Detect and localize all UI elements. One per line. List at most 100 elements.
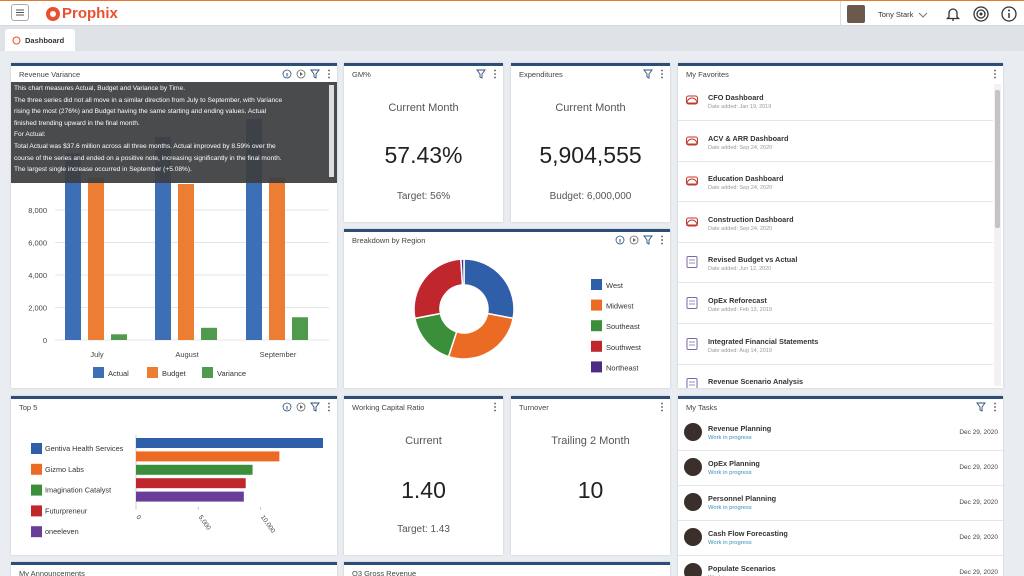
panel-icons [994,69,996,79]
panel-title: Q3 Gross Revenue [352,569,417,576]
menu-dot[interactable] [661,76,663,79]
legend-label: Southwest [606,343,642,352]
menu-dot[interactable] [494,76,496,79]
user-name[interactable]: Tony Stark [878,10,914,19]
menu-button[interactable] [11,4,29,21]
play-icon[interactable] [296,402,306,412]
filter-icon[interactable] [310,402,320,412]
menu-dot[interactable] [994,69,996,72]
menu-dot[interactable] [494,73,496,75]
favorite-icon [686,256,698,269]
filter-icon[interactable] [476,69,486,79]
panel-title: Turnover [519,403,549,412]
legend-swatch [31,505,42,517]
menu-dot[interactable] [994,409,996,412]
tooltip: This chart measures Actual, Budget and V… [11,82,337,183]
task-status: Work in progress [708,470,752,476]
play-icon[interactable] [296,69,306,79]
task-name[interactable]: Cash Flow Forecasting [708,529,788,538]
legend-swatch [591,299,602,311]
bell-icon[interactable] [945,6,961,22]
task-avatar [684,563,702,576]
filter-icon[interactable] [643,235,653,245]
document-glyph [686,378,698,388]
menu-dot[interactable] [661,73,663,75]
task-date: Dec 29, 2020 [959,499,998,506]
gm-panel: GM% Current Month 57.43% Target: 56% [344,63,503,222]
separator [678,120,993,121]
legend-label: Gentiva Health Services [45,444,124,453]
task-name[interactable]: Populate Scenarios [708,564,776,573]
filter-icon[interactable] [976,402,986,412]
task-name[interactable]: Revenue Planning [708,424,772,433]
info-icon[interactable] [282,69,292,79]
legend-label: Midwest [606,302,634,311]
menu-dot[interactable] [328,69,330,72]
menu-dot[interactable] [494,409,496,412]
legend-swatch [591,340,602,352]
menu-dot[interactable] [328,402,330,405]
play-icon[interactable] [629,235,639,245]
menu-dot[interactable] [328,76,330,79]
favorite-name[interactable]: Construction Dashboard [708,214,794,224]
info-icon[interactable] [282,402,292,412]
legend-label: Variance [217,369,246,378]
kpi-target: Target: 1.43 [397,524,450,535]
user-chevron[interactable] [918,11,928,19]
favorite-name[interactable]: Revised Budget vs Actual [708,255,798,265]
chart-svg: West Midwest Southeast Southwest Northeast [413,258,642,373]
chart-svg: 0 5,000 10,000 Gentiva Health Services Gizmo… [31,435,323,538]
favorite-name[interactable]: OpEx Reforecast [708,296,767,305]
menu-dot[interactable] [661,406,663,408]
kpi-label: Current Month [555,102,626,114]
menu-dot[interactable] [494,402,496,405]
revenue-variance-panel: Revenue Variance 0 2,000 4,000 6,000 8,000 Jul… [11,63,337,388]
x-tick-label: 5,000 [197,514,212,532]
favorite-name[interactable]: ACV & ARR Dashboard [708,133,789,143]
legend-label: Southeast [606,322,641,331]
target-icon[interactable] [973,6,989,22]
play-glyph[interactable] [633,238,636,242]
info-icon[interactable] [1001,6,1017,22]
menu-dot[interactable] [494,406,496,408]
play-glyph[interactable] [300,405,303,409]
favorite-icon [686,136,698,146]
legend-label: Imagination Catalyst [45,486,111,495]
favorite-name[interactable]: Integrated Financial Statements [708,336,819,346]
menu-dot[interactable] [994,406,996,408]
menu-dot[interactable] [328,406,330,408]
task-avatar [684,458,702,476]
legend-label: Actual [108,369,129,378]
menu-dot[interactable] [661,235,663,238]
info-icon[interactable] [615,235,625,245]
menu-dot[interactable] [494,69,496,72]
tab[interactable]: Dashboard [5,29,75,51]
scrollbar-thumb[interactable] [995,90,1000,228]
bar [136,478,246,489]
task-name[interactable]: Personnel Planning [708,494,777,503]
menu-dot[interactable] [994,402,996,405]
menu-dot[interactable] [661,409,663,412]
menu-dot[interactable] [661,242,663,245]
y-tick-label: 2,000 [28,304,47,313]
user-avatar[interactable] [847,5,865,23]
favorite-name[interactable]: Revenue Scenario Analysis [708,377,804,387]
menu-dot[interactable] [328,409,330,412]
favorite-name[interactable]: CFO Dashboard [708,93,764,102]
filter-icon[interactable] [310,69,320,79]
scrollbar-track [994,84,1001,386]
favorite-date: Date added: Sep 24, 2020 [708,225,773,232]
play-glyph[interactable] [300,72,303,76]
task-name[interactable]: OpEx Planning [708,459,760,468]
filter-icon[interactable] [643,69,653,79]
favorite-name[interactable]: Education Dashboard [708,174,784,184]
menu-dot[interactable] [661,402,663,405]
favorite-date: Date added: Sep 24, 2020 [708,144,773,151]
menu-dot[interactable] [328,73,330,75]
tooltip-line: For Actual: [14,131,46,139]
menu-dot[interactable] [661,69,663,72]
menu-dot[interactable] [994,76,996,79]
menu-dot[interactable] [661,239,663,241]
document-glyph [689,341,695,345]
menu-dot[interactable] [994,73,996,75]
